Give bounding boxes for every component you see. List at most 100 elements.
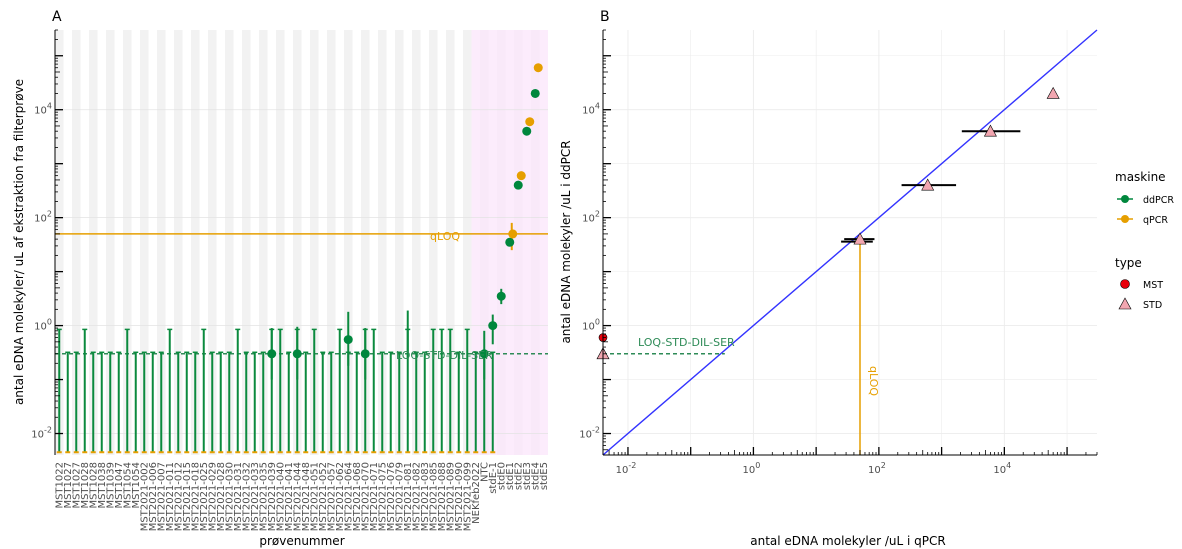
x-tick-label: MST2021-075 bbox=[377, 462, 388, 531]
point-qpcr bbox=[525, 117, 535, 127]
x-tick-label: stdE2 bbox=[513, 462, 524, 490]
x-tick-label: MST2021-028 bbox=[216, 462, 227, 531]
background-band bbox=[276, 30, 285, 455]
y-tick-label: 100 bbox=[34, 318, 52, 333]
y-tick-label: 102 bbox=[582, 210, 600, 225]
x-tick-label: MST2021-088 bbox=[437, 462, 448, 531]
point-std bbox=[983, 124, 997, 137]
panel-a-letter: A bbox=[52, 9, 62, 25]
x-tick-label: MST2021-071 bbox=[369, 462, 380, 531]
x-tick-label: MST2021-007 bbox=[156, 462, 167, 531]
background-band bbox=[361, 30, 370, 455]
panel-b-axes: 10-2 10-2 100 100 102 102 104 104 bbox=[579, 29, 1098, 476]
panel-a-axes: 10-2 100 102 104 bbox=[31, 29, 63, 455]
x-tick-label: MST2021-011 bbox=[165, 462, 176, 531]
x-tick-label: stdE1 bbox=[505, 462, 516, 490]
legend-mst-swatch bbox=[1120, 279, 1130, 289]
x-tick-label: MST1028 bbox=[80, 462, 91, 509]
x-tick-label: 10-2 bbox=[616, 461, 637, 476]
point-ddpcr bbox=[496, 291, 506, 301]
x-tick-label: MST2021-090 bbox=[454, 462, 465, 531]
background-band bbox=[208, 30, 217, 455]
x-tick-label: MST2021-068 bbox=[352, 462, 363, 531]
panel-b-reference-lines bbox=[602, 29, 1098, 456]
x-tick-label: MST2021-081 bbox=[403, 462, 414, 531]
x-tick-label: MST2021-030 bbox=[224, 462, 235, 531]
x-tick-label: MST1027 bbox=[63, 462, 74, 509]
panel-a-loq-label: LOQ-STD-DIL-SER bbox=[396, 349, 493, 362]
background-band bbox=[72, 30, 81, 455]
background-band bbox=[463, 30, 472, 455]
x-tick-label: MST2021-062 bbox=[335, 462, 346, 531]
background-band bbox=[344, 30, 353, 455]
x-tick-label: stdE3 bbox=[522, 462, 533, 490]
legend-maskine-title: maskine bbox=[1115, 170, 1166, 184]
x-tick-label: MST1027 bbox=[71, 462, 82, 509]
x-tick-label: MST2021-076 bbox=[386, 462, 397, 531]
legend-item-ddpcr: ddPCR bbox=[1117, 195, 1174, 206]
x-tick-label: MST2021-079 bbox=[394, 462, 405, 531]
point-ddpcr bbox=[513, 180, 523, 190]
background-band bbox=[225, 30, 234, 455]
x-tick-label: MST2021-018 bbox=[190, 462, 201, 531]
x-tick-label: MST2021-083 bbox=[420, 462, 431, 531]
point-std bbox=[1046, 86, 1060, 99]
x-tick-label: MST2021-070 bbox=[360, 462, 371, 531]
x-tick-label: MST2021-048 bbox=[301, 462, 312, 531]
panel-a-qloq-label: qLOQ bbox=[430, 230, 460, 243]
panel-b-letter: B bbox=[600, 9, 610, 25]
x-tick-label: 102 bbox=[868, 461, 886, 476]
point-std bbox=[921, 178, 935, 191]
x-tick-label: 104 bbox=[993, 461, 1011, 476]
legend-item-qpcr: qPCR bbox=[1117, 215, 1168, 226]
x-tick-label: MST2021-033 bbox=[250, 462, 261, 531]
point-ddpcr bbox=[343, 335, 353, 345]
point-ddpcr bbox=[267, 349, 277, 359]
x-tick-label: MST1054 bbox=[131, 462, 142, 509]
point-ddpcr bbox=[505, 237, 515, 247]
x-tick-label: MST2021-031 bbox=[233, 462, 244, 531]
panel-a-x-tick-labels: MST1022MST1027MST1027MST1028MST1028MST10… bbox=[54, 462, 550, 531]
y-tick-label: 104 bbox=[34, 102, 52, 117]
y-tick-label: 102 bbox=[34, 210, 52, 225]
x-tick-label: MST2021-041 bbox=[284, 462, 295, 531]
x-tick-label: MST1047 bbox=[114, 462, 125, 509]
background-band bbox=[446, 30, 455, 455]
legend-std-swatch bbox=[1118, 297, 1132, 310]
background-band bbox=[140, 30, 149, 455]
x-tick-label: stdE0 bbox=[496, 462, 507, 490]
legend-type-title: type bbox=[1115, 256, 1142, 270]
x-tick-label: NEKfeb2022 bbox=[471, 462, 482, 524]
x-tick-label: MST2021-006 bbox=[148, 462, 159, 531]
x-tick-label: MST2021-035 bbox=[258, 462, 269, 531]
background-band bbox=[157, 30, 166, 455]
legend-qpcr-swatch bbox=[1121, 215, 1129, 223]
x-tick-label: stdE4 bbox=[530, 462, 541, 490]
panel-a-gridlines bbox=[55, 109, 548, 434]
point-ddpcr bbox=[488, 321, 498, 331]
x-tick-label: MST2021-044 bbox=[292, 462, 303, 531]
panel-a-x-axis-title: prøvenummer bbox=[259, 534, 344, 548]
legend-item-mst: MST bbox=[1120, 279, 1163, 291]
legend-item-std: STD bbox=[1118, 297, 1162, 311]
panel-b-y-axis-title: antal eDNA molekyler /uL i ddPCR bbox=[559, 140, 573, 343]
x-tick-label: MST2021-039 bbox=[267, 462, 278, 531]
x-tick-label: MST2021-082 bbox=[411, 462, 422, 531]
x-tick-label: MST2021-085 bbox=[428, 462, 439, 531]
x-tick-label: MST2021-089 bbox=[445, 462, 456, 531]
legend: maskine ddPCR qPCR type MST STD bbox=[1115, 170, 1174, 311]
x-tick-label: MST2021-099 bbox=[462, 462, 473, 531]
legend-ddpcr-label: ddPCR bbox=[1143, 195, 1174, 206]
panel-a: A 10-2 100 102 104 qLOQ LOQ-STD-DIL-SER MST… bbox=[12, 9, 550, 548]
x-tick-label: 100 bbox=[743, 461, 761, 476]
x-tick-label: MST2021-032 bbox=[241, 462, 252, 531]
x-tick-label: MST2021-029 bbox=[207, 462, 218, 531]
x-tick-label: MST1028 bbox=[88, 462, 99, 509]
x-tick-label: MST1038 bbox=[97, 462, 108, 509]
y-tick-label: 100 bbox=[582, 318, 600, 333]
x-tick-label: MST2021-015 bbox=[182, 462, 193, 531]
x-tick-label: MST2021-040 bbox=[275, 462, 286, 531]
panel-b-loq-label: LOQ-STD-DIL-SER bbox=[638, 336, 735, 349]
point-ddpcr bbox=[360, 349, 370, 359]
background-band bbox=[174, 30, 183, 455]
